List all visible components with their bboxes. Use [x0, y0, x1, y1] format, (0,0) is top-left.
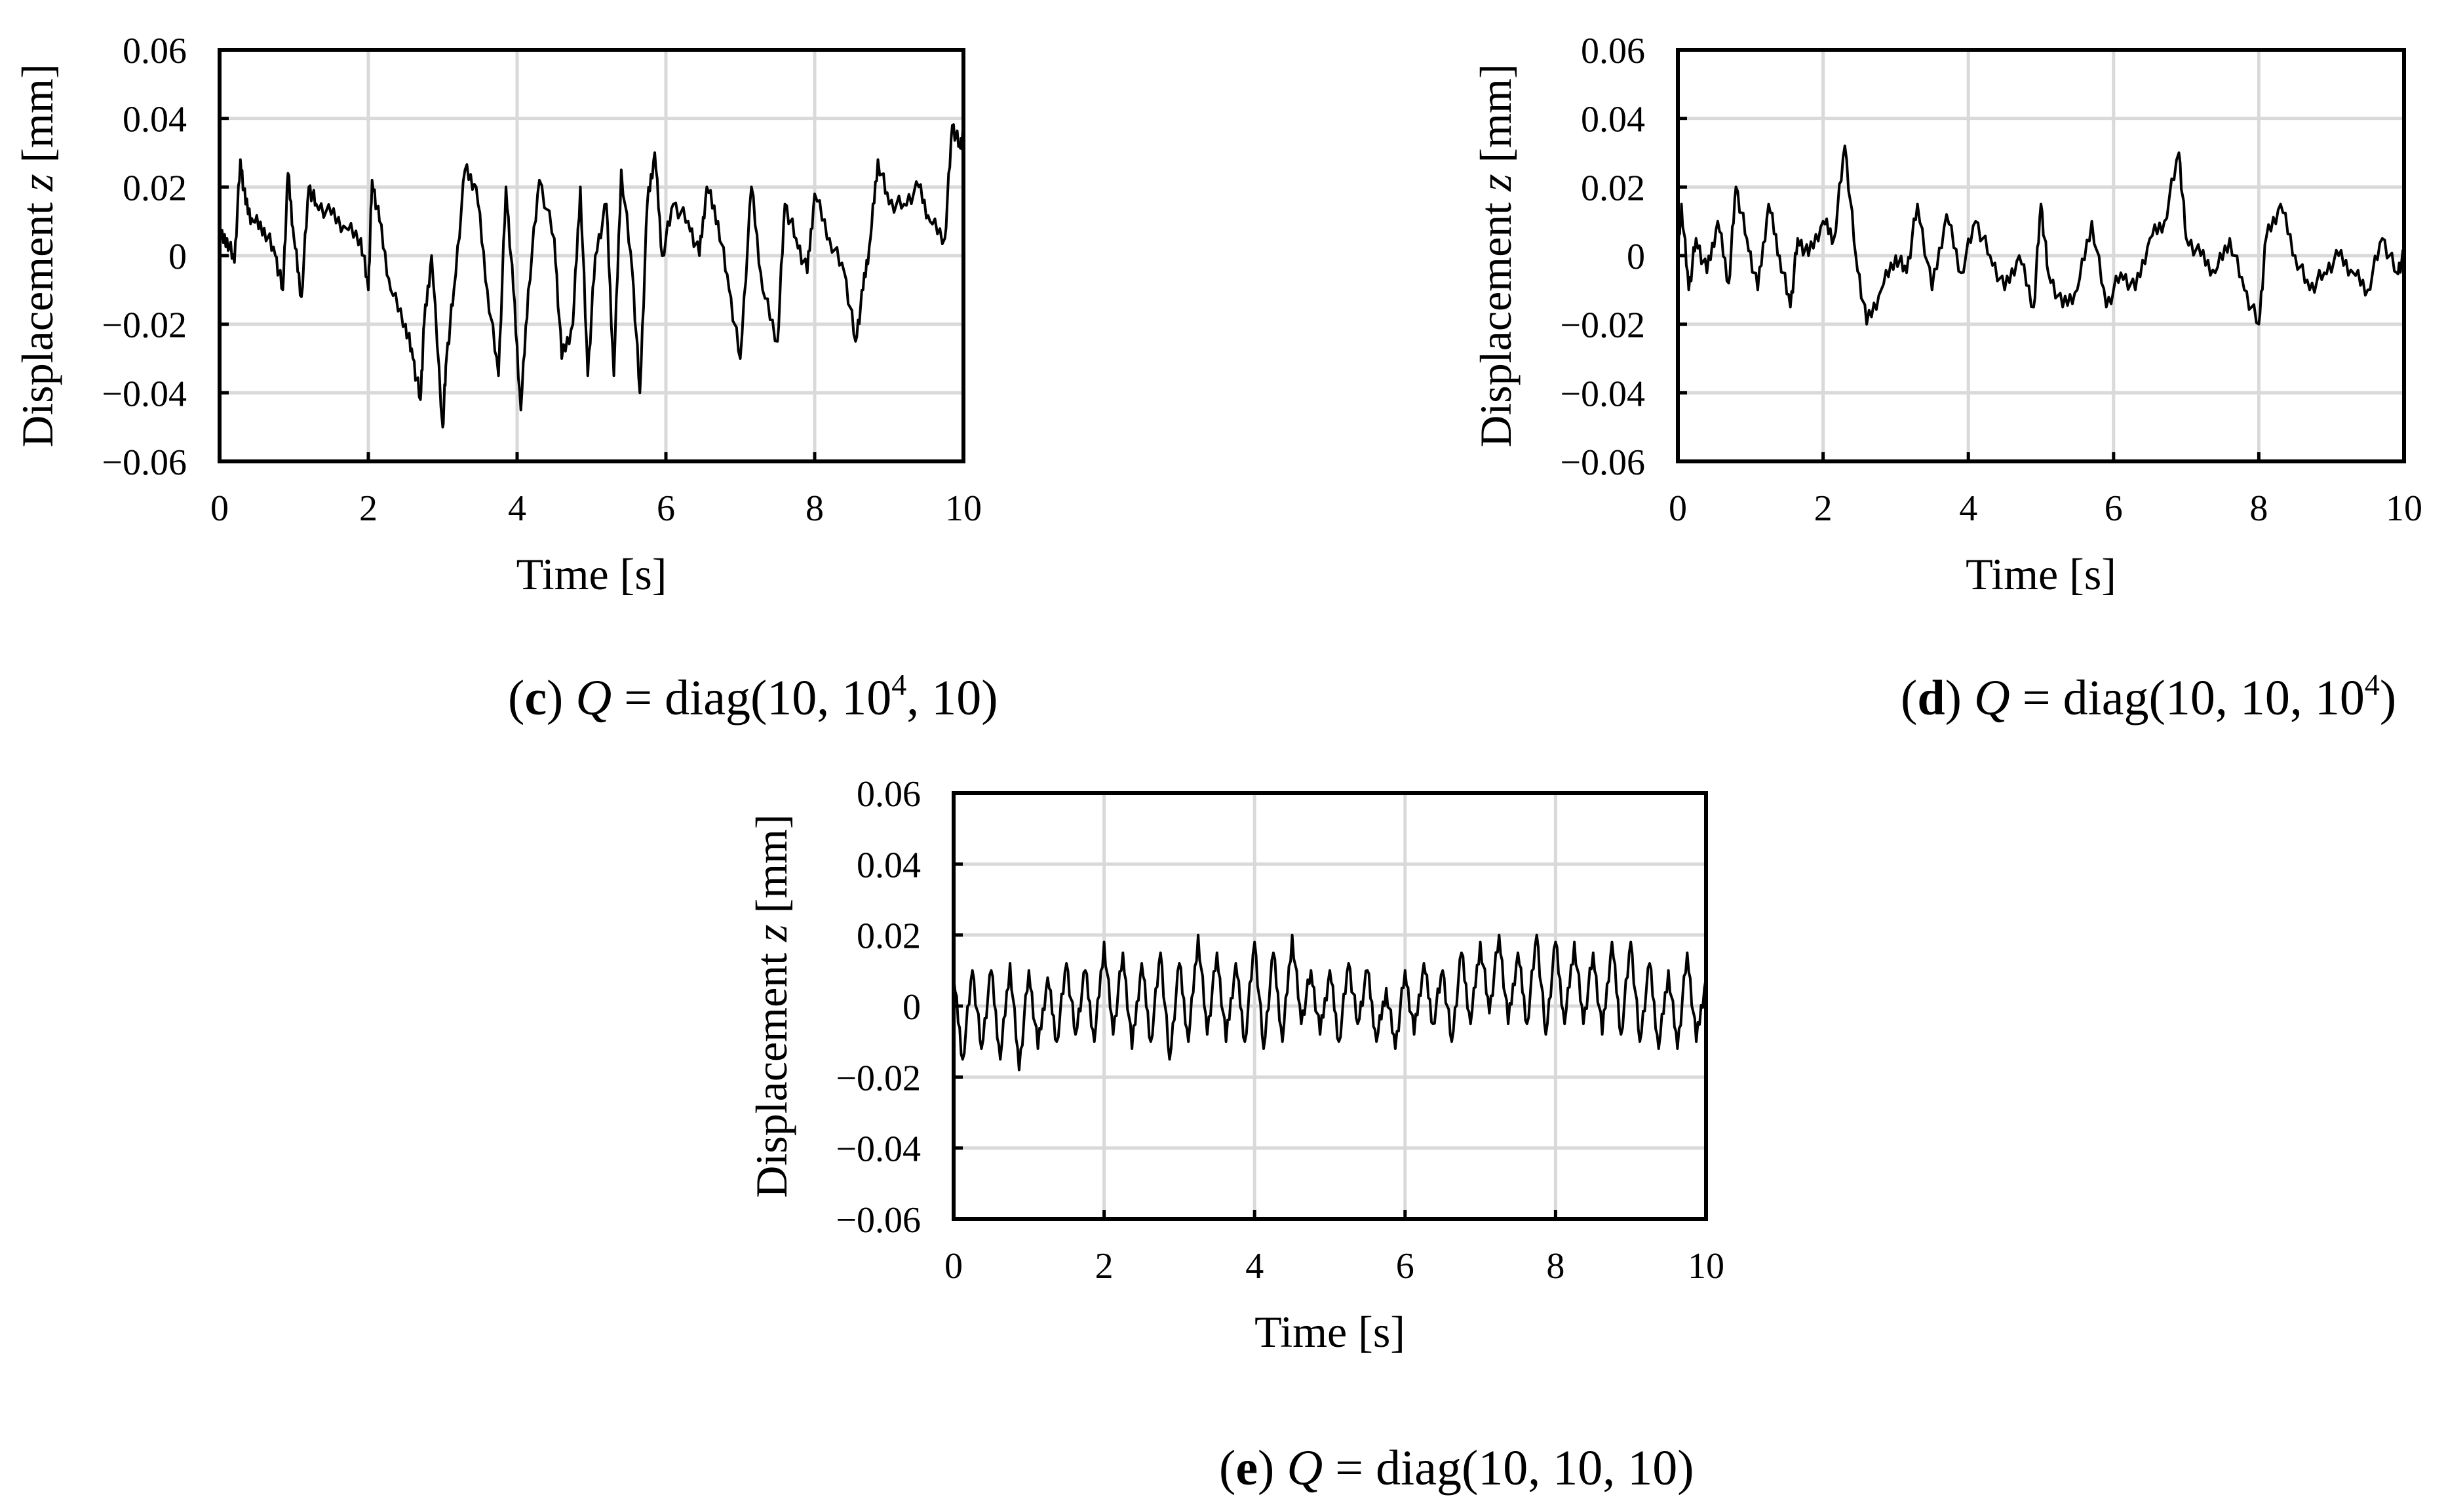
- y-axis-label: Displacement z [mm]: [12, 64, 62, 447]
- caption-tail: , 10): [906, 670, 998, 726]
- y-axis-label-variable: z: [1471, 174, 1521, 191]
- caption-expression: = diag(10, 10, 10): [1323, 1441, 1694, 1496]
- x-axis-label: Time [s]: [1254, 1307, 1405, 1357]
- y-tick-label: 0.04: [857, 845, 921, 885]
- y-axis-label: Displacement z [mm]: [1471, 64, 1521, 447]
- x-tick-label: 6: [2105, 488, 2123, 529]
- y-tick-label: 0.02: [123, 168, 187, 208]
- x-tick-label: 6: [1396, 1246, 1414, 1287]
- y-tick-label: 0.06: [857, 774, 921, 815]
- caption-expression: = diag(10, 10: [612, 670, 891, 726]
- series-line-z: [1677, 144, 2405, 326]
- chart-d: 0 2 4 6 8 10 −0.06 −0.04 −0.02 0 0.02 0.04 0.06 Time …: [1471, 31, 2422, 726]
- caption-close: ): [547, 670, 575, 726]
- y-axis-label-variable: z: [12, 174, 62, 191]
- y-axis-label: Displacement z [mm]: [747, 814, 796, 1197]
- caption-open: (: [1901, 670, 1917, 726]
- x-tick-label: 4: [1245, 1246, 1264, 1287]
- y-axis-label-unit: [mm]: [747, 814, 796, 924]
- x-tick-label: 0: [210, 488, 229, 529]
- x-tick-label: 2: [359, 488, 378, 529]
- x-tick-label: 4: [508, 488, 526, 529]
- x-tick-label: 10: [2386, 488, 2422, 529]
- y-axis-label-unit: [mm]: [1471, 64, 1521, 174]
- caption-expression: = diag(10, 10, 10: [2010, 670, 2365, 726]
- caption-letter: d: [1917, 670, 1945, 726]
- series-line-z: [952, 933, 1707, 1072]
- caption-superscript: 4: [2365, 668, 2380, 701]
- series-line-z: [219, 123, 965, 429]
- caption-letter: c: [524, 670, 547, 726]
- x-tick-label: 8: [2249, 488, 2268, 529]
- x-tick-label: 2: [1814, 488, 1833, 529]
- caption-open: (: [1219, 1441, 1235, 1496]
- y-tick-label: −0.04: [836, 1129, 921, 1170]
- chart-c: 0 2 4 6 8 10 −0.06 −0.04 −0.02 0 0.02 0.04 0.06 Time …: [12, 31, 998, 726]
- y-tick-label: −0.06: [102, 442, 187, 483]
- x-tick-label: 2: [1095, 1246, 1114, 1287]
- x-tick-label: 0: [1669, 488, 1687, 529]
- caption-tail: ): [2380, 670, 2396, 726]
- x-tick-label: 4: [1959, 488, 1977, 529]
- chart-caption: (c) Q = diag(10, 104, 10): [508, 668, 998, 726]
- y-tick-label: −0.02: [102, 305, 187, 346]
- y-tick-label: 0.02: [1581, 168, 1645, 208]
- chart-e: 0 2 4 6 8 10 −0.06 −0.04 −0.02 0 0.02 0.04 0.06 Time …: [747, 774, 1724, 1496]
- caption-close: ): [1258, 1441, 1287, 1496]
- chart-caption: (e) Q = diag(10, 10, 10): [1219, 1441, 1694, 1496]
- caption-open: (: [508, 670, 524, 726]
- caption-superscript: 4: [891, 668, 906, 701]
- y-axis-label-prefix: Displacement: [747, 942, 796, 1198]
- x-tick-label: 8: [1546, 1246, 1564, 1287]
- y-tick-label: 0.02: [857, 916, 921, 957]
- y-tick-label: 0: [168, 237, 187, 277]
- chart-caption: (d) Q = diag(10, 10, 104): [1901, 668, 2396, 726]
- y-tick-label: 0.04: [1581, 100, 1645, 140]
- x-tick-label: 10: [945, 488, 982, 529]
- x-tick-label: 0: [944, 1246, 963, 1287]
- y-tick-label: 0.06: [1581, 31, 1645, 71]
- y-axis-label-variable: z: [747, 924, 796, 942]
- caption-variable: Q: [1974, 670, 2010, 726]
- x-tick-label: 6: [657, 488, 675, 529]
- y-tick-label: −0.06: [1560, 442, 1645, 483]
- y-tick-label: 0: [1627, 237, 1645, 277]
- y-tick-label: −0.04: [102, 374, 187, 414]
- y-tick-label: −0.06: [836, 1200, 921, 1241]
- y-axis-label-prefix: Displacement: [1471, 191, 1521, 448]
- x-axis-label: Time [s]: [516, 549, 667, 599]
- y-tick-label: −0.04: [1560, 374, 1645, 414]
- y-tick-label: −0.02: [1560, 305, 1645, 346]
- y-tick-label: −0.02: [836, 1058, 921, 1098]
- x-tick-label: 8: [806, 488, 824, 529]
- y-tick-label: 0: [903, 987, 921, 1028]
- x-tick-label: 10: [1688, 1246, 1724, 1287]
- y-tick-label: 0.04: [123, 100, 187, 140]
- caption-variable: Q: [575, 670, 612, 726]
- caption-close: ): [1945, 670, 1974, 726]
- y-axis-label-unit: [mm]: [12, 64, 62, 174]
- y-tick-label: 0.06: [123, 31, 187, 71]
- x-axis-label: Time [s]: [1966, 549, 2116, 599]
- caption-letter: e: [1235, 1441, 1258, 1496]
- caption-variable: Q: [1287, 1441, 1323, 1496]
- y-axis-label-prefix: Displacement: [12, 191, 62, 448]
